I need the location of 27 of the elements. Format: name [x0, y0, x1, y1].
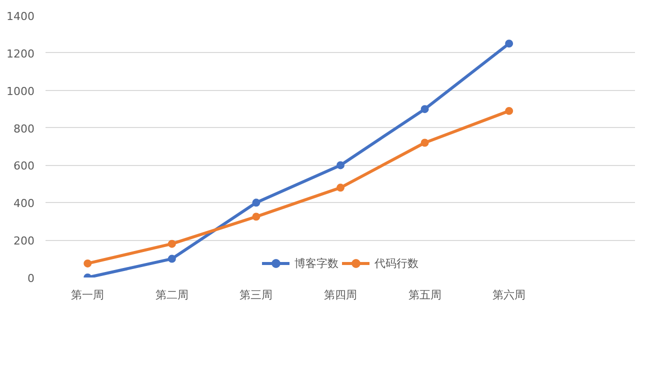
- x-tick-label: 第三周: [240, 288, 273, 302]
- x-tick-label: 第六周: [492, 288, 526, 302]
- point: [168, 240, 176, 248]
- y-tick-label: 1200: [6, 47, 35, 60]
- y-tick-label: 1400: [6, 10, 35, 23]
- point: [420, 138, 429, 147]
- point: [420, 105, 429, 114]
- x-tick-label: 第五周: [408, 288, 442, 302]
- legend-label: 博客字数: [294, 256, 338, 270]
- point: [84, 259, 92, 268]
- point: [252, 198, 260, 207]
- point: [252, 212, 260, 221]
- legend-label: 代码行数: [374, 256, 418, 270]
- point: [168, 254, 176, 263]
- x-tick-label: 第四周: [324, 288, 357, 302]
- y-tick-label: 600: [14, 160, 35, 173]
- y-tick-label: 1000: [6, 84, 35, 98]
- y-tick-label: 200: [14, 234, 35, 248]
- x-tick-label: 第二周: [155, 288, 188, 302]
- point: [336, 184, 344, 192]
- point: [505, 40, 514, 48]
- y-tick-label: 400: [14, 197, 35, 210]
- point: [336, 161, 344, 170]
- point: [505, 106, 514, 115]
- y-tick-label: 800: [14, 122, 35, 136]
- y-tick-label: 0: [28, 272, 34, 285]
- x-tick-label: 第一周: [71, 288, 104, 302]
